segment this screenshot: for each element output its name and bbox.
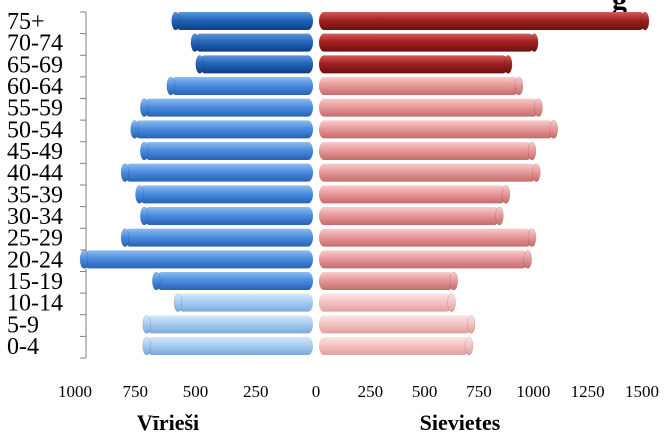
female-bar bbox=[319, 55, 513, 74]
female-bar bbox=[319, 33, 539, 52]
male-bar bbox=[79, 250, 313, 269]
category-label: 20-24 bbox=[7, 247, 63, 273]
category-label: 75+ bbox=[7, 9, 45, 35]
male-bar bbox=[130, 120, 313, 139]
male-tick-label: 750 bbox=[123, 382, 149, 401]
male-bar bbox=[171, 11, 313, 31]
male-bar bbox=[135, 185, 313, 204]
female-bar bbox=[319, 228, 537, 247]
female-bar bbox=[319, 271, 459, 291]
male-tick-label: 250 bbox=[243, 382, 269, 401]
female-bar bbox=[319, 141, 537, 161]
female-axis-ticks: 250 500 750 1000 1250 1500 bbox=[358, 382, 659, 401]
female-tick-label: 1000 bbox=[516, 382, 550, 401]
male-bar bbox=[142, 336, 313, 356]
female-tick-label: 1250 bbox=[571, 382, 605, 401]
female-axis-title: Sievietes bbox=[420, 410, 501, 435]
female-tick-label: 1500 bbox=[625, 382, 659, 401]
male-bar bbox=[166, 76, 313, 96]
category-label: 50-54 bbox=[7, 117, 63, 143]
female-bar bbox=[319, 250, 532, 269]
category-label: 45-49 bbox=[7, 139, 63, 165]
female-bar bbox=[319, 11, 650, 31]
category-label: 65-69 bbox=[7, 52, 63, 78]
male-bar bbox=[152, 271, 313, 291]
male-bar bbox=[140, 98, 313, 117]
female-bar bbox=[319, 120, 559, 139]
male-bar bbox=[142, 315, 313, 334]
category-label: 55-59 bbox=[7, 96, 63, 122]
category-label: 10-14 bbox=[7, 291, 63, 317]
male-bar bbox=[140, 141, 313, 161]
female-tick-label: 500 bbox=[412, 382, 438, 401]
female-bars bbox=[319, 11, 650, 356]
female-bar bbox=[319, 206, 504, 226]
male-tick-label: 500 bbox=[183, 382, 209, 401]
category-label: 40-44 bbox=[7, 161, 63, 187]
female-bar bbox=[319, 315, 476, 334]
male-bar bbox=[190, 33, 313, 52]
female-bar bbox=[319, 185, 511, 204]
female-bar bbox=[319, 98, 543, 117]
category-label: 60-64 bbox=[7, 74, 63, 100]
male-tick-label: 0 bbox=[312, 382, 321, 401]
category-labels: 0-45-910-1415-1920-2425-2930-3435-3940-4… bbox=[7, 9, 63, 360]
category-label: 0-4 bbox=[7, 334, 39, 360]
female-bar bbox=[319, 76, 524, 96]
category-label: 70-74 bbox=[7, 31, 63, 57]
female-bar bbox=[319, 293, 456, 312]
female-tick-label: 250 bbox=[358, 382, 384, 401]
male-axis-ticks: 1000 750 500 250 0 bbox=[58, 382, 320, 401]
female-bar bbox=[319, 163, 541, 182]
category-label: 35-39 bbox=[7, 182, 63, 208]
category-label: 15-19 bbox=[7, 269, 63, 295]
male-bar bbox=[120, 163, 314, 182]
male-bar bbox=[173, 293, 313, 312]
category-label: 5-9 bbox=[7, 312, 39, 338]
male-tick-label: 1000 bbox=[58, 382, 92, 401]
category-label: 30-34 bbox=[7, 204, 63, 230]
axis-lines bbox=[80, 11, 87, 359]
male-bar bbox=[140, 206, 313, 226]
male-bars bbox=[79, 11, 314, 356]
female-bar bbox=[319, 336, 474, 356]
male-bar bbox=[195, 55, 313, 74]
category-label: 25-29 bbox=[7, 226, 63, 252]
female-tick-label: 750 bbox=[466, 382, 492, 401]
male-bar bbox=[120, 228, 314, 247]
male-axis-title: Vīrieši bbox=[137, 410, 199, 435]
